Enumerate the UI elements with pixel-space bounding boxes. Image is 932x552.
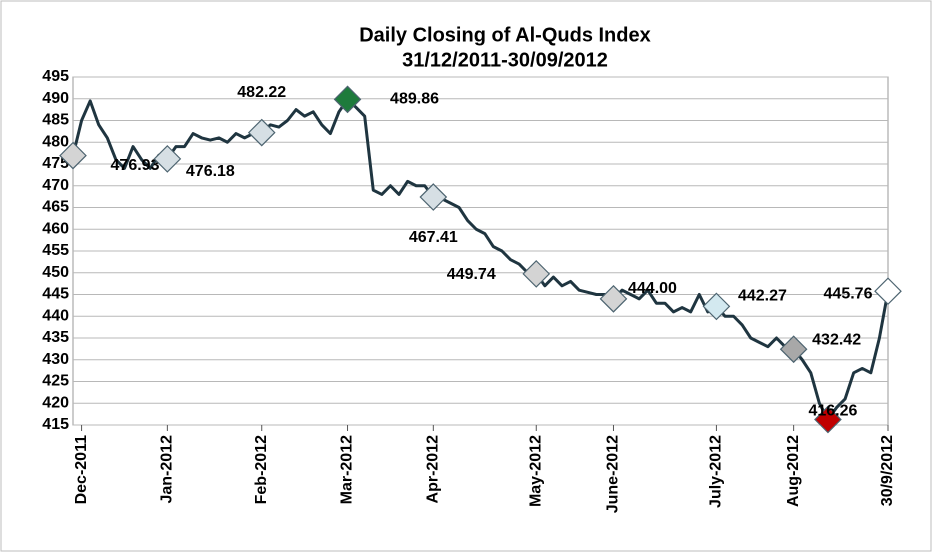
chart-subtitle: 31/12/2011-30/09/2012 (402, 49, 608, 71)
y-tick-label: 485 (42, 112, 69, 129)
x-tick-label: July-2012 (708, 435, 725, 508)
x-tick-label: Dec-2011 (73, 435, 90, 504)
x-tick-label: May-2012 (527, 435, 544, 507)
x-tick-label: Aug-2012 (785, 435, 802, 507)
x-tick-label: Mar-2012 (339, 435, 356, 504)
data-label: 445.76 (824, 285, 873, 302)
x-tick-label: Feb-2012 (253, 435, 270, 504)
data-label: 467.41 (409, 229, 458, 246)
point-marker (814, 405, 842, 434)
data-label: 416.26 (808, 403, 857, 420)
point-marker (874, 277, 902, 306)
point-marker (419, 183, 448, 211)
y-tick-label: 475 (42, 155, 69, 172)
y-tick-label: 480 (42, 133, 69, 150)
y-tick-label: 435 (42, 329, 69, 346)
x-tick-label: 30/9/2012 (879, 435, 896, 506)
point-marker (333, 85, 362, 114)
data-label: 432.42 (812, 331, 861, 348)
y-tick-label: 450 (42, 264, 69, 281)
point-marker (522, 260, 551, 288)
data-label: 482.22 (237, 84, 286, 101)
y-tick-label: 415 (42, 416, 69, 433)
y-tick-label: 420 (42, 394, 69, 411)
y-tick-label: 495 (42, 68, 69, 85)
index-line (71, 97, 890, 422)
point-marker (59, 141, 87, 170)
chart-title: Daily Closing of Al-Quds Index (359, 24, 651, 46)
point-marker (779, 335, 808, 364)
data-label: 444.00 (628, 280, 677, 297)
y-tick-label: 460 (42, 220, 69, 237)
point-marker (702, 292, 731, 321)
y-tick-label: 455 (42, 242, 69, 259)
x-tick-label: June-2012 (605, 435, 622, 513)
point-marker (153, 145, 182, 173)
data-label: 489.86 (390, 91, 439, 108)
y-tick-label: 425 (42, 373, 69, 390)
data-label: 449.74 (447, 266, 496, 283)
point-marker (599, 285, 628, 313)
y-tick-label: 445 (42, 286, 69, 303)
x-tick-label: Apr-2012 (425, 435, 442, 504)
data-label: 476.93 (111, 157, 160, 174)
y-tick-label: 465 (42, 199, 69, 216)
y-tick-label: 470 (42, 177, 69, 194)
x-tick-label: Jan-2012 (159, 435, 176, 504)
y-tick-label: 430 (42, 351, 69, 368)
point-marker (247, 118, 276, 147)
y-tick-label: 490 (42, 90, 69, 107)
y-tick-label: 440 (42, 307, 69, 324)
data-label: 442.27 (738, 288, 787, 305)
data-label: 476.18 (186, 163, 235, 180)
